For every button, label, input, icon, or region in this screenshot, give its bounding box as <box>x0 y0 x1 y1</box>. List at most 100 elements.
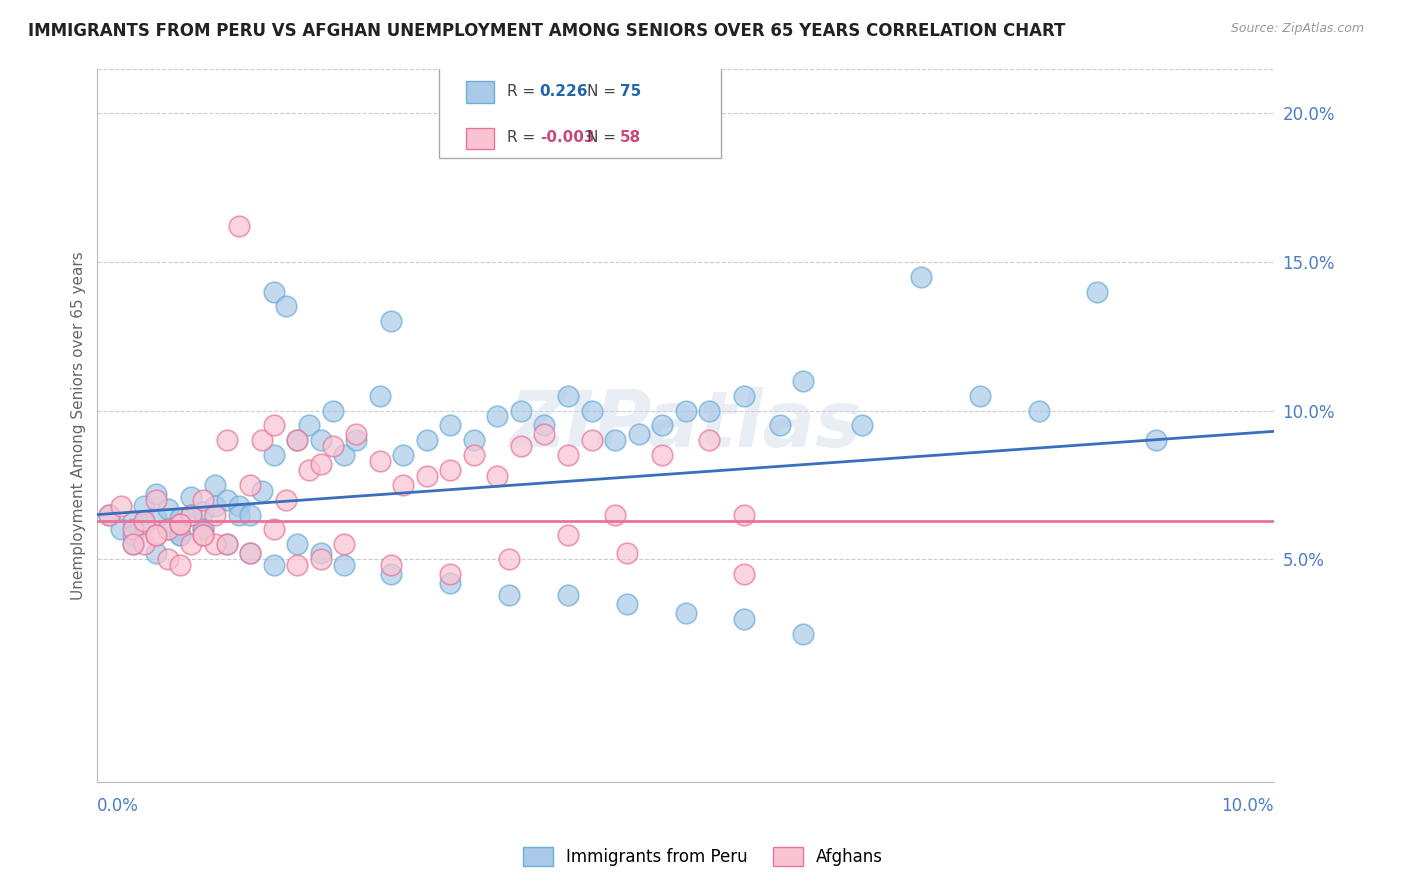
Point <box>193 492 215 507</box>
Point <box>439 463 461 477</box>
Point <box>193 523 215 537</box>
Point <box>263 558 285 573</box>
Point <box>603 508 626 522</box>
Point <box>285 434 308 448</box>
Point <box>263 418 285 433</box>
Point <box>557 448 579 462</box>
Point <box>557 588 579 602</box>
Point <box>239 546 262 560</box>
Point <box>322 439 344 453</box>
Point <box>169 516 191 531</box>
Point <box>769 418 792 433</box>
Text: Source: ZipAtlas.com: Source: ZipAtlas.com <box>1230 22 1364 36</box>
Point <box>145 546 167 560</box>
Point <box>298 418 321 433</box>
Point <box>344 434 367 448</box>
Text: 10.0%: 10.0% <box>1222 797 1274 815</box>
Point <box>675 606 697 620</box>
Point <box>627 427 650 442</box>
Point <box>263 285 285 299</box>
Point <box>145 528 167 542</box>
Point <box>156 523 179 537</box>
Point <box>533 418 555 433</box>
Point <box>169 528 191 542</box>
Point <box>416 434 439 448</box>
Point <box>156 523 179 537</box>
Y-axis label: Unemployment Among Seniors over 65 years: Unemployment Among Seniors over 65 years <box>72 251 86 599</box>
Point <box>134 514 156 528</box>
Point <box>969 389 991 403</box>
Point <box>285 558 308 573</box>
Point <box>134 499 156 513</box>
Point <box>792 626 814 640</box>
Point <box>309 552 332 566</box>
Point <box>733 567 755 582</box>
Point <box>239 478 262 492</box>
Point <box>675 403 697 417</box>
Text: -0.003: -0.003 <box>540 130 595 145</box>
Point <box>193 528 215 542</box>
Point <box>228 508 250 522</box>
Point <box>156 501 179 516</box>
Point <box>134 516 156 531</box>
Point <box>439 567 461 582</box>
Point <box>1144 434 1167 448</box>
Point <box>910 269 932 284</box>
Point <box>180 490 202 504</box>
Point <box>228 499 250 513</box>
Point <box>792 374 814 388</box>
Point <box>486 469 509 483</box>
Point <box>309 546 332 560</box>
Point <box>463 434 485 448</box>
Point <box>204 499 226 513</box>
Text: ZIPatlas: ZIPatlas <box>509 387 862 463</box>
Point <box>439 576 461 591</box>
Point <box>498 552 520 566</box>
FancyBboxPatch shape <box>465 128 494 149</box>
Point <box>134 537 156 551</box>
Point <box>392 478 415 492</box>
Point <box>169 528 191 542</box>
Point <box>274 300 297 314</box>
Point <box>145 528 167 542</box>
Point <box>121 537 143 551</box>
Point <box>169 510 191 524</box>
Text: R =: R = <box>506 84 540 99</box>
Point <box>274 492 297 507</box>
Point <box>368 389 391 403</box>
Point <box>581 434 603 448</box>
Point <box>733 612 755 626</box>
Point <box>193 523 215 537</box>
Point <box>380 314 402 328</box>
Point <box>298 463 321 477</box>
Point <box>145 492 167 507</box>
Text: 0.226: 0.226 <box>540 84 588 99</box>
Point <box>416 469 439 483</box>
Point <box>463 448 485 462</box>
Point <box>215 492 238 507</box>
Point <box>392 448 415 462</box>
Point <box>697 434 720 448</box>
Point <box>121 523 143 537</box>
Point <box>250 434 273 448</box>
Point <box>697 403 720 417</box>
Text: R =: R = <box>506 130 540 145</box>
Point <box>285 434 308 448</box>
Point <box>180 508 202 522</box>
Point <box>380 567 402 582</box>
Point <box>121 537 143 551</box>
Point <box>616 546 638 560</box>
Point <box>380 558 402 573</box>
Point <box>180 537 202 551</box>
Point <box>322 403 344 417</box>
Point <box>486 409 509 424</box>
Point <box>733 508 755 522</box>
Point <box>145 510 167 524</box>
Point <box>215 537 238 551</box>
Point <box>509 403 531 417</box>
Point <box>285 537 308 551</box>
Point <box>215 537 238 551</box>
Point <box>215 434 238 448</box>
Text: N =: N = <box>586 130 620 145</box>
Point <box>603 434 626 448</box>
